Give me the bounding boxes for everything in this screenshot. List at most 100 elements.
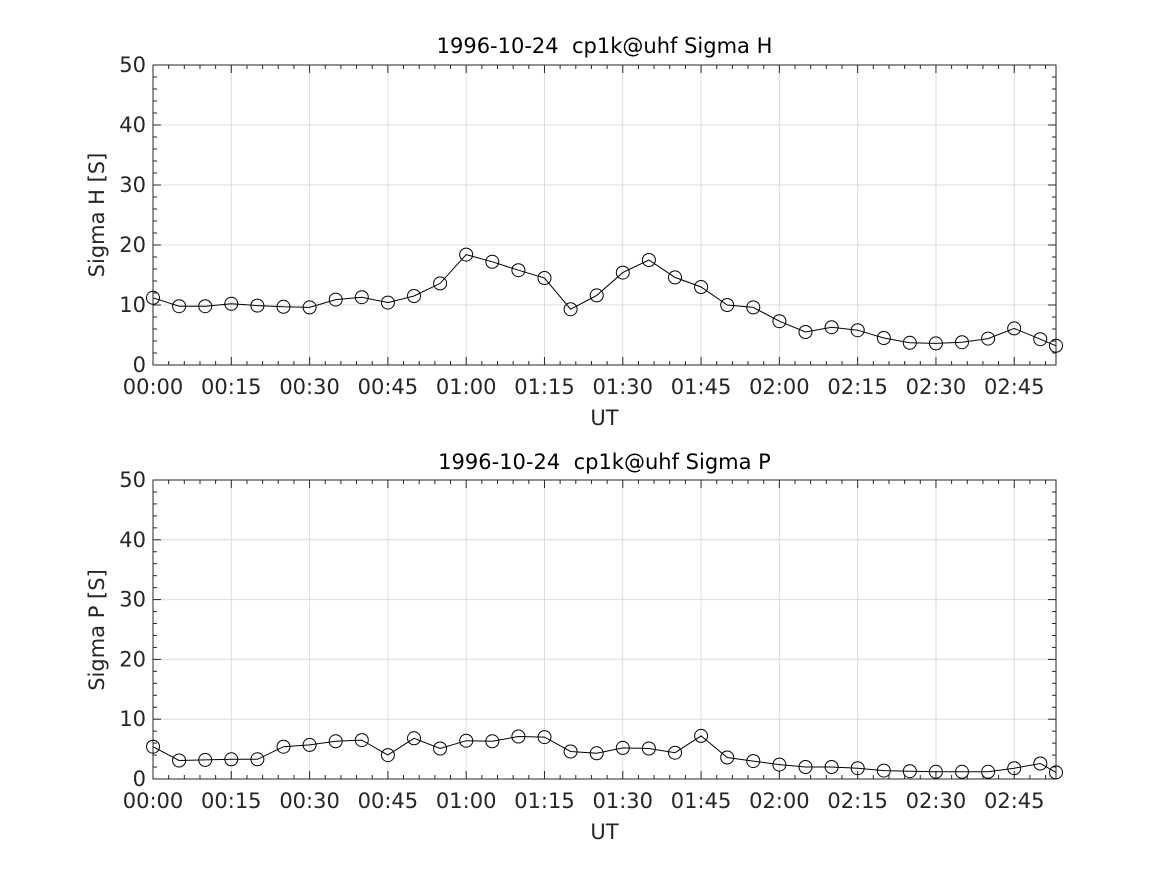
sigma-p-data-point [694, 728, 709, 743]
sigma-h-data-point [824, 320, 839, 335]
sigma-h-data-point [328, 292, 343, 307]
sigma-p-data-point [511, 729, 526, 744]
sigma-h-x-tick-label: 02:30 [906, 375, 967, 399]
sigma-p-x-tick-label: 02:00 [749, 789, 810, 813]
sigma-p-data-point [276, 739, 291, 754]
sigma-h-series-line [152, 254, 1057, 347]
sigma-p-data-point [615, 740, 630, 755]
sigma-h-data-point [902, 335, 917, 350]
sigma-p-x-tick-label: 02:30 [906, 789, 967, 813]
sigma-h-x-tick-labels: 00:00 00:15 00:30 00:45 01:00 01:15 01:30 01:45… [123, 375, 1045, 399]
sigma-h-data-point [720, 298, 735, 312]
sigma-h-ticks [152, 64, 1056, 366]
sigma-h-data-point [459, 247, 474, 262]
sigma-p-x-tick-label: 00:00 [123, 789, 184, 813]
sigma-h-data-point [1007, 321, 1022, 336]
sigma-h-x-tick-label: 00:00 [123, 375, 184, 399]
sigma-p-data-point [1033, 756, 1048, 771]
sigma-h-data-point [563, 302, 578, 317]
sigma-h-data-point [641, 253, 656, 267]
sigma-h-data-point [172, 299, 187, 314]
sigma-h-chart-title: 1996-10-24 cp1k@uhf Sigma H [437, 34, 773, 58]
sigma-p-data-point [589, 746, 604, 761]
sigma-p-y-tick-label: 20 [119, 647, 146, 671]
sigma-h-axes-frame [152, 64, 1057, 366]
sigma-h-data-point [981, 331, 996, 346]
sigma-h-data-point [615, 265, 630, 280]
sigma-h-chart: 0 10 20 30 40 50 00:00 00:15 00:30 00:45 01:00 01:… [85, 34, 1063, 430]
sigma-h-y-tick-label: 0 [133, 353, 146, 377]
sigma-p-data-point [850, 761, 865, 776]
sigma-p-data-point [876, 763, 891, 778]
sigma-p-data-point [1049, 765, 1063, 780]
sigma-p-x-tick-label: 01:15 [514, 789, 575, 813]
sigma-h-data-point [876, 331, 891, 345]
sigma-h-data-point [1033, 332, 1048, 347]
sigma-h-y-tick-label: 50 [119, 53, 146, 77]
sigma-p-y-tick-label: 0 [133, 767, 146, 791]
sigma-p-y-tick-labels: 0 10 20 30 40 50 [119, 468, 146, 791]
sigma-h-data-point [955, 335, 969, 350]
sigma-h-data-point [850, 323, 865, 338]
sigma-h-data-point [407, 289, 421, 303]
sigma-p-data-point [198, 752, 213, 767]
sigma-h-data-point [1049, 338, 1063, 353]
sigma-p-data-point [407, 731, 421, 746]
sigma-p-data-point [772, 757, 787, 772]
sigma-p-data-point [380, 748, 395, 763]
sigma-p-grid [153, 480, 1056, 779]
sigma-p-data-point [433, 741, 448, 756]
sigma-p-data-point [224, 752, 239, 767]
sigma-p-y-tick-label: 40 [119, 528, 146, 552]
sigma-p-data-point [641, 741, 656, 756]
sigma-p-data-point [981, 764, 996, 779]
sigma-h-x-axis-label: UT [590, 406, 618, 430]
sigma-p-y-tick-label: 30 [119, 588, 146, 612]
sigma-p-data-point [485, 734, 500, 749]
sigma-p-data-point [537, 730, 552, 745]
sigma-h-data-point [250, 298, 265, 313]
sigma-p-data-point [354, 733, 369, 748]
sigma-h-y-tick-label: 20 [119, 233, 146, 257]
sigma-p-x-tick-label: 02:45 [984, 789, 1045, 813]
sigma-p-data-point [1007, 761, 1022, 776]
sigma-h-data-point [668, 270, 682, 285]
sigma-h-data-point [354, 290, 369, 305]
sigma-h-data-point [511, 263, 526, 278]
sigma-h-data-point [589, 288, 604, 303]
sigma-p-x-axis-label: UT [590, 820, 618, 844]
sigma-p-data-point [250, 752, 265, 767]
sigma-p-y-tick-label: 10 [119, 707, 146, 731]
sigma-p-series [146, 728, 1063, 780]
sigma-h-y-tick-label: 40 [119, 113, 146, 137]
sigma-p-data-point [459, 733, 474, 748]
sigma-h-data-point [537, 271, 552, 285]
sigma-h-x-tick-label: 01:30 [593, 375, 654, 399]
sigma-h-x-tick-label: 00:15 [201, 375, 262, 399]
sigma-p-x-tick-label: 00:45 [358, 789, 419, 813]
sigma-h-data-point [798, 325, 813, 339]
sigma-h-y-axis-label: Sigma H [S] [85, 153, 109, 278]
sigma-p-data-point [146, 739, 160, 754]
sigma-p-chart-title: 1996-10-24 cp1k@uhf Sigma P [438, 450, 771, 474]
sigma-h-data-point [302, 300, 317, 315]
sigma-h-x-tick-label: 02:45 [984, 375, 1045, 399]
sigma-p-data-point [172, 753, 187, 768]
sigma-h-data-point [380, 295, 395, 310]
sigma-p-data-point [720, 750, 735, 765]
sigma-h-data-point [224, 296, 239, 311]
sigma-h-data-point [694, 280, 709, 294]
sigma-p-data-point [668, 745, 682, 760]
sigma-h-data-point [198, 299, 213, 314]
sigma-h-x-tick-label: 02:00 [749, 375, 810, 399]
sigma-h-y-tick-labels: 0 10 20 30 40 50 [119, 53, 146, 377]
sigma-p-data-point [955, 764, 969, 779]
sigma-p-data-point [746, 754, 761, 769]
sigma-p-series-line [152, 735, 1057, 773]
sigma-p-data-point [928, 764, 943, 779]
sigma-h-data-point [928, 336, 943, 351]
sigma-h-data-point [276, 299, 291, 314]
sigma-p-x-tick-label: 00:30 [279, 789, 340, 813]
